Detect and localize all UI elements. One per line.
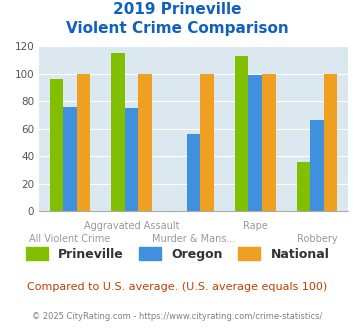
Text: Compared to U.S. average. (U.S. average equals 100): Compared to U.S. average. (U.S. average … — [27, 282, 328, 292]
Bar — [235, 56, 248, 211]
Bar — [125, 108, 138, 211]
Bar — [262, 74, 275, 211]
Bar — [187, 134, 200, 211]
Bar — [248, 75, 262, 211]
Text: Rape: Rape — [243, 221, 268, 231]
Text: Violent Crime Comparison: Violent Crime Comparison — [66, 21, 289, 36]
Legend: Prineville, Oregon, National: Prineville, Oregon, National — [21, 242, 334, 266]
Bar — [111, 53, 125, 211]
Bar — [138, 74, 152, 211]
Bar — [297, 162, 310, 211]
Bar — [200, 74, 214, 211]
Bar — [310, 120, 324, 211]
Bar — [63, 107, 77, 211]
Text: All Violent Crime: All Violent Crime — [29, 234, 110, 244]
Bar — [324, 74, 337, 211]
Text: Robbery: Robbery — [297, 234, 337, 244]
Bar — [77, 74, 90, 211]
Bar — [50, 79, 63, 211]
Text: © 2025 CityRating.com - https://www.cityrating.com/crime-statistics/: © 2025 CityRating.com - https://www.city… — [32, 312, 323, 321]
Text: Aggravated Assault: Aggravated Assault — [84, 221, 180, 231]
Text: Murder & Mans...: Murder & Mans... — [152, 234, 235, 244]
Text: 2019 Prineville: 2019 Prineville — [113, 2, 242, 16]
